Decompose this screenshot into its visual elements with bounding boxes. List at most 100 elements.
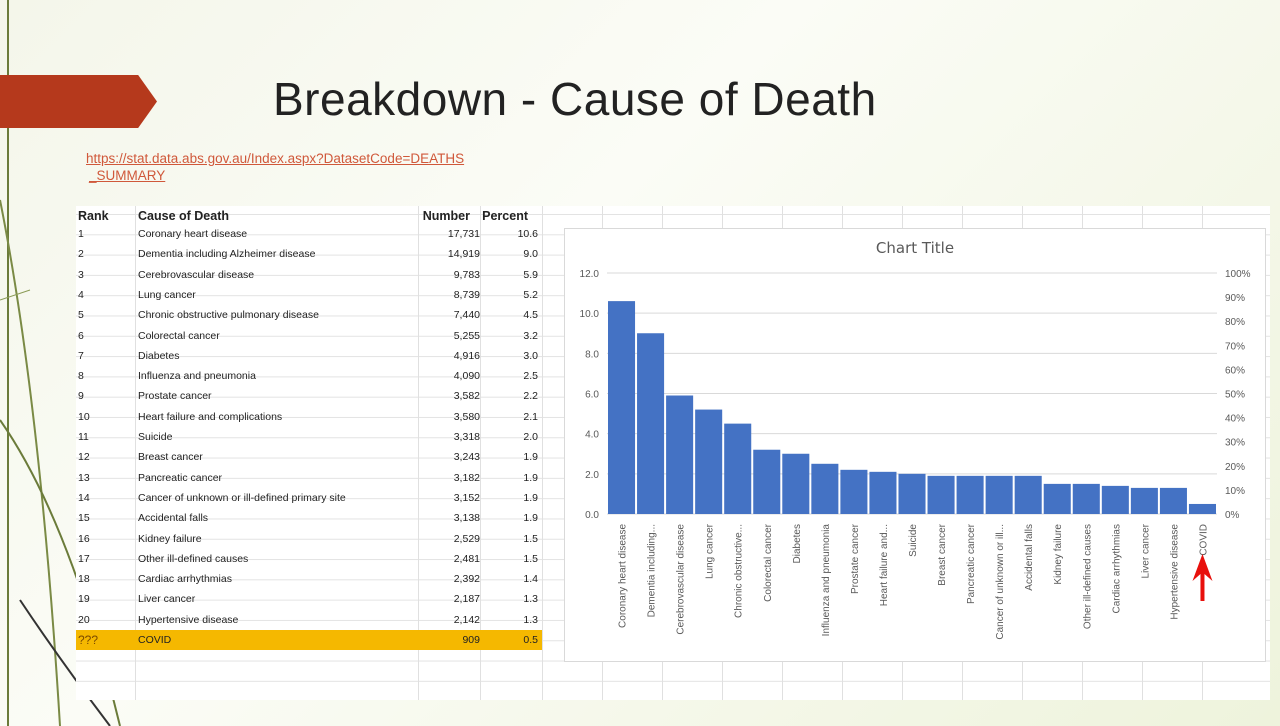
cell-number: 909	[462, 634, 480, 646]
cell-number: 3,138	[453, 512, 480, 525]
y-tick-label: 4.0	[585, 430, 599, 441]
cell-number: 2,187	[453, 593, 480, 606]
cell-percent: 1.9	[523, 491, 538, 504]
source-link-line1[interactable]: https://stat.data.abs.gov.au/Index.aspx?…	[86, 151, 465, 166]
table-row: 1 Coronary heart disease 17,731 10.6	[76, 224, 542, 244]
cell-cause: Colorectal cancer	[138, 329, 220, 342]
y2-tick-label: 10%	[1225, 486, 1245, 497]
table-row: 14 Cancer of unknown or ill-defined prima…	[76, 488, 542, 508]
x-tick-label: Hypertensive disease	[1169, 524, 1180, 620]
cell-rank: 16	[78, 532, 90, 545]
bar	[1159, 487, 1187, 514]
table-row: 19 Liver cancer 2,187 1.3	[76, 589, 542, 609]
y-tick-label: 0.0	[585, 510, 599, 521]
bar	[782, 453, 810, 514]
cell-percent: 3.2	[523, 329, 538, 342]
x-tick-label: Liver cancer	[1140, 523, 1151, 578]
x-tick-label: Pancreatic cancer	[966, 523, 977, 604]
table-row: 10 Heart failure and complications 3,580 2.…	[76, 407, 542, 427]
table-row: 16 Kidney failure 2,529 1.5	[76, 529, 542, 549]
cell-percent: 9.0	[523, 248, 538, 261]
y2-tick-label: 70%	[1225, 341, 1245, 352]
bar	[898, 473, 926, 514]
x-tick-label: Influenza and pneumonia	[821, 524, 832, 637]
x-tick-label: Cardiac arrhythmias	[1111, 524, 1122, 613]
cell-number: 2,392	[453, 573, 480, 586]
cell-rank: 4	[78, 288, 84, 301]
cell-percent: 2.5	[523, 370, 538, 383]
x-tick-label: Kidney failure	[1053, 524, 1064, 585]
cell-number: 5,255	[453, 329, 480, 342]
y2-tick-label: 80%	[1225, 317, 1245, 328]
cell-rank: 7	[78, 349, 84, 362]
cell-number: 7,440	[453, 309, 480, 322]
cell-cause: Lung cancer	[138, 288, 196, 301]
y-tick-label: 10.0	[580, 309, 600, 320]
cell-percent: 2.2	[523, 390, 538, 403]
table-row: 7 Diabetes 4,916 3.0	[76, 346, 542, 366]
cell-number: 3,318	[453, 431, 480, 443]
y2-tick-label: 60%	[1225, 365, 1245, 376]
cell-rank: 18	[78, 573, 90, 586]
table-row: 2 Dementia including Alzheimer disease 14,…	[76, 244, 542, 264]
y-tick-label: 2.0	[585, 470, 599, 481]
y-tick-label: 6.0	[585, 390, 599, 401]
x-tick-label: Accidental falls	[1024, 524, 1035, 591]
bar-chart[interactable]: Chart Title 0.0 2.0 4.0 6.0 8.0 10.0 12.0 0% 10% 2…	[564, 228, 1266, 662]
cell-rank: 10	[78, 410, 90, 423]
header-percent: Percent	[482, 209, 528, 223]
cell-percent: 1.9	[523, 512, 538, 525]
cell-percent: 4.5	[523, 309, 538, 322]
cell-cause: Coronary heart disease	[138, 228, 248, 240]
cell-percent: 1.5	[523, 552, 538, 565]
x-tick-label: Prostate cancer	[850, 523, 861, 594]
cell-rank: 11	[78, 431, 89, 443]
cell-cause: Influenza and pneumonia	[138, 370, 256, 383]
cell-cause: Cancer of unknown or ill-defined primary…	[138, 491, 346, 504]
cell-rank: 6	[78, 329, 84, 342]
table-row-highlighted: ??? COVID 909 0.5	[76, 630, 542, 651]
table-row: 4 Lung cancer 8,739 5.2	[76, 285, 542, 305]
cell-percent: 0.5	[523, 634, 538, 646]
cell-rank: ???	[78, 633, 99, 647]
cell-percent: 5.2	[523, 288, 538, 301]
cell-number: 17,731	[447, 228, 480, 240]
cell-percent: 1.3	[523, 613, 538, 626]
cell-rank: 19	[78, 593, 90, 606]
cell-cause: Pancreatic cancer	[138, 471, 223, 484]
cell-cause: Prostate cancer	[138, 390, 212, 403]
x-tick-label: Other ill-defined causes	[1082, 524, 1093, 629]
table-row: 5 Chronic obstructive pulmonary disease 7,…	[76, 305, 542, 325]
cell-cause: Cardiac arrhythmias	[138, 573, 232, 586]
bar	[1014, 475, 1042, 514]
cell-number: 2,529	[453, 532, 480, 545]
cell-cause: Diabetes	[138, 349, 180, 362]
bar	[753, 449, 781, 514]
table-row: 17 Other ill-defined causes 2,481 1.5	[76, 549, 542, 569]
cell-rank: 12	[78, 451, 90, 464]
bar	[608, 301, 636, 514]
source-link[interactable]: https://stat.data.abs.gov.au/Index.aspx?…	[86, 150, 464, 184]
cell-cause: Chronic obstructive pulmonary disease	[138, 309, 319, 322]
table-row: 9 Prostate cancer 3,582 2.2	[76, 386, 542, 406]
header-rank: Rank	[78, 209, 109, 223]
cell-number: 3,152	[453, 491, 480, 504]
bar	[985, 475, 1013, 514]
cell-cause: Kidney failure	[138, 532, 202, 545]
y2-tick-label: 100%	[1225, 269, 1251, 280]
y2-tick-label: 50%	[1225, 390, 1245, 401]
header-cause: Cause of Death	[138, 209, 229, 223]
cell-cause: Heart failure and complications	[138, 410, 283, 423]
table-row: 3 Cerebrovascular disease 9,783 5.9	[76, 265, 542, 285]
source-link-line2[interactable]: _SUMMARY	[89, 168, 166, 183]
y2-tick-label: 0%	[1225, 510, 1240, 521]
table-row: 6 Colorectal cancer 5,255 3.2	[76, 326, 542, 346]
red-arrow-icon	[1192, 554, 1213, 601]
cell-percent: 5.9	[523, 268, 538, 281]
x-tick-label: Heart failure and...	[879, 524, 890, 606]
bar	[1130, 487, 1158, 514]
title-banner-arrow	[0, 75, 157, 128]
x-tick-label: COVID	[1198, 524, 1209, 556]
x-tick-label: Coronary heart disease	[618, 524, 629, 628]
y-tick-label: 12.0	[580, 269, 600, 280]
